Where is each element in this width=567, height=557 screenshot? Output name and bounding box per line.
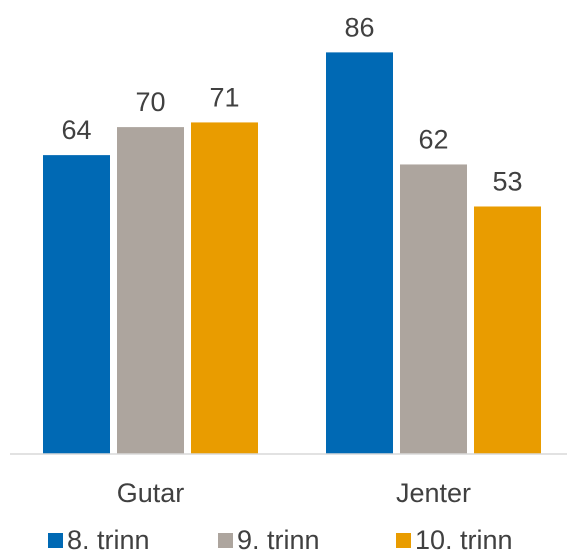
- legend-item: 10. trinn: [396, 525, 513, 555]
- data-label: 86: [344, 12, 374, 42]
- bar-gutar-10trinn: [191, 122, 258, 455]
- data-label: 62: [418, 124, 448, 154]
- data-label: 70: [135, 87, 165, 117]
- legend: 8. trinn 9. trinn 10. trinn: [48, 525, 513, 555]
- legend-item: 9. trinn: [218, 525, 320, 555]
- legend-swatch: [218, 533, 233, 548]
- legend-swatch: [48, 533, 63, 548]
- x-axis-tick-labels: Gutar Jenter: [117, 478, 471, 508]
- data-label: 53: [492, 166, 522, 196]
- bar-jenter-9trinn: [400, 164, 467, 454]
- bars-layer: [43, 52, 541, 455]
- data-label: 71: [209, 82, 239, 112]
- legend-label: 8. trinn: [67, 525, 150, 552]
- bar-jenter-8trinn: [326, 52, 393, 454]
- x-tick-label: Jenter: [396, 478, 471, 508]
- legend-label: 9. trinn: [237, 525, 320, 552]
- data-label: 64: [61, 115, 91, 145]
- bar-gutar-8trinn: [43, 155, 110, 454]
- legend-label: 10. trinn: [415, 525, 513, 552]
- x-tick-label: Gutar: [117, 478, 185, 508]
- bar-jenter-10trinn: [474, 206, 541, 454]
- legend-swatch: [396, 533, 411, 548]
- bar-gutar-9trinn: [117, 127, 184, 454]
- legend-item: 8. trinn: [48, 525, 150, 555]
- data-labels-layer: 64 70 71 86 62 53: [61, 12, 522, 196]
